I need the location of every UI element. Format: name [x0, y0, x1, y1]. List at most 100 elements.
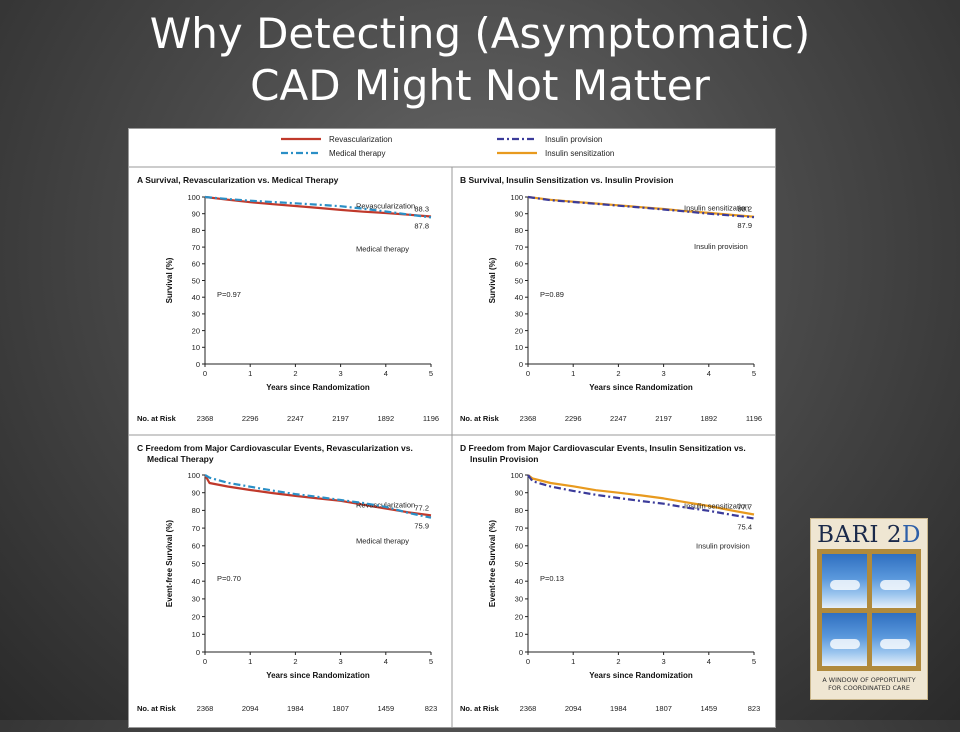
p-value: P=0.89: [540, 290, 564, 299]
at-risk-value: 1807: [332, 704, 349, 713]
panel-title: C Freedom from Major Cardiovascular Even…: [137, 443, 413, 453]
y-tick-label: 30: [515, 595, 523, 604]
series-annotation: Insulin sensitization: [684, 501, 749, 510]
series-annotation: Insulin provision: [694, 242, 748, 251]
y-tick-label: 30: [192, 310, 200, 319]
at-risk-label: No. at Risk: [460, 704, 500, 713]
y-tick-label: 70: [515, 243, 523, 252]
at-risk-value: 1459: [700, 704, 717, 713]
end-value-label: 77.2: [414, 503, 429, 512]
at-risk-label: No. at Risk: [137, 414, 177, 423]
x-tick-label: 2: [616, 369, 620, 378]
at-risk-value: 823: [748, 704, 761, 713]
panel-letter: C: [137, 443, 146, 453]
y-tick-label: 80: [192, 506, 200, 515]
y-tick-label: 80: [515, 506, 523, 515]
x-tick-label: 5: [429, 369, 433, 378]
logo-tagline-line1: A WINDOW OF OPPORTUNITY: [822, 676, 916, 684]
panel-title: D Freedom from Major Cardiovascular Even…: [460, 443, 746, 453]
x-axis-label: Years since Randomization: [589, 671, 693, 680]
x-tick-label: 1: [571, 657, 575, 666]
x-tick-label: 3: [662, 369, 666, 378]
panel-title-text: Freedom from Major Cardiovascular Events…: [469, 443, 746, 453]
slide-title: Why Detecting (Asymptomatic) CAD Might N…: [0, 8, 960, 112]
series-annotation: Medical therapy: [356, 244, 409, 253]
km-figure-svg: Revascularization Medical therapy Insulin …: [129, 135, 775, 727]
y-tick-label: 90: [192, 489, 200, 498]
y-tick-label: 40: [192, 577, 200, 586]
p-value: P=0.70: [217, 574, 241, 583]
y-tick-label: 20: [192, 326, 200, 335]
at-risk-value: 2368: [197, 704, 214, 713]
y-tick-label: 40: [515, 577, 523, 586]
panel-letter: A: [137, 175, 145, 185]
window-graphic: [817, 549, 921, 671]
y-axis-label: Event-free Survival (%): [488, 520, 497, 607]
y-tick-label: 50: [515, 559, 523, 568]
y-tick-label: 90: [515, 489, 523, 498]
y-tick-label: 10: [192, 343, 200, 352]
at-risk-value: 1807: [655, 704, 672, 713]
y-tick-label: 100: [187, 471, 200, 480]
y-tick-label: 50: [192, 559, 200, 568]
x-tick-label: 0: [526, 657, 530, 666]
panel-D: D Freedom from Major Cardiovascular Even…: [460, 443, 760, 713]
y-tick-label: 10: [515, 343, 523, 352]
y-tick-label: 70: [515, 524, 523, 533]
logo-tagline: A WINDOW OF OPPORTUNITY FOR COORDINATED …: [811, 676, 927, 692]
figure-legend: Revascularization Medical therapy Insulin …: [129, 135, 775, 727]
x-axis-label: Years since Randomization: [266, 383, 370, 392]
y-tick-label: 30: [515, 310, 523, 319]
at-risk-value: 1196: [423, 414, 439, 423]
series-annotation: Medical therapy: [356, 537, 409, 546]
y-tick-label: 70: [192, 243, 200, 252]
logo-name-accent: D: [901, 522, 921, 548]
x-tick-label: 4: [707, 657, 711, 666]
legend-label-insprov: Insulin provision: [545, 135, 602, 144]
y-tick-label: 60: [192, 260, 200, 269]
panel-title-line2: Medical Therapy: [147, 454, 214, 464]
panel-title: A Survival, Revascularization vs. Medica…: [137, 175, 339, 185]
at-risk-value: 2368: [520, 414, 537, 423]
x-tick-label: 3: [339, 369, 343, 378]
panel-B: B Survival, Insulin Sensitization vs. In…: [460, 175, 762, 423]
x-tick-label: 0: [203, 657, 207, 666]
x-tick-label: 2: [293, 369, 297, 378]
y-tick-label: 20: [192, 612, 200, 621]
y-tick-label: 60: [515, 542, 523, 551]
window-pane: [822, 554, 867, 608]
at-risk-value: 823: [425, 704, 438, 713]
panel-title-text: Survival, Insulin Sensitization vs. Insu…: [469, 175, 674, 185]
series-annotation: Revascularization: [356, 500, 415, 509]
at-risk-value: 2094: [242, 704, 259, 713]
logo-name: BARI 2: [817, 522, 902, 548]
at-risk-value: 2368: [520, 704, 537, 713]
y-axis-label: Event-free Survival (%): [165, 520, 174, 607]
bari2d-logo: BARI 2D A WINDOW OF OPPORTUNITY FOR COOR…: [810, 518, 928, 700]
end-value-label: 88.3: [414, 205, 429, 214]
end-value-label: 75.9: [414, 522, 429, 531]
y-tick-label: 0: [519, 648, 523, 657]
legend-label-inssens: Insulin sensitization: [545, 149, 614, 158]
y-tick-label: 10: [515, 630, 523, 639]
series-line-revasc: [204, 474, 432, 517]
panel-A: A Survival, Revascularization vs. Medica…: [137, 175, 439, 423]
y-tick-label: 60: [515, 260, 523, 269]
at-risk-value: 1196: [746, 414, 762, 423]
series-annotation: Insulin sensitization: [684, 204, 749, 213]
x-tick-label: 5: [752, 369, 756, 378]
series-annotation: Insulin provision: [696, 542, 750, 551]
x-tick-label: 5: [429, 657, 433, 666]
at-risk-value: 2296: [242, 414, 259, 423]
x-tick-label: 4: [384, 369, 388, 378]
x-tick-label: 0: [526, 369, 530, 378]
logo-tagline-line2: FOR COORDINATED CARE: [828, 684, 910, 692]
x-tick-label: 2: [293, 657, 297, 666]
at-risk-label: No. at Risk: [137, 704, 177, 713]
at-risk-value: 2368: [197, 414, 214, 423]
panel-title-text: Freedom from Major Cardiovascular Events…: [146, 443, 413, 453]
x-tick-label: 3: [339, 657, 343, 666]
x-tick-label: 4: [384, 657, 388, 666]
y-tick-label: 50: [192, 276, 200, 285]
y-tick-label: 50: [515, 276, 523, 285]
